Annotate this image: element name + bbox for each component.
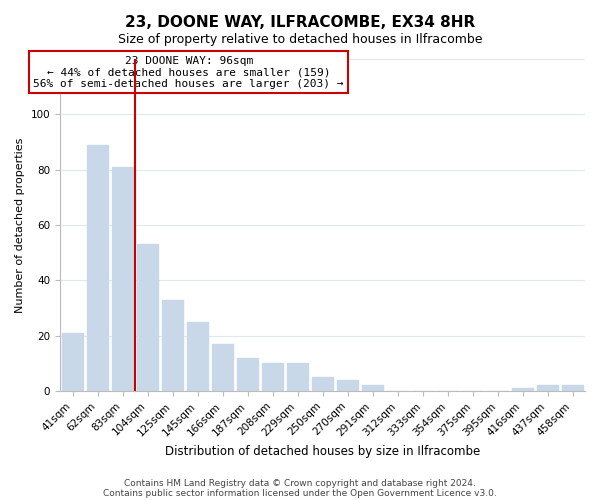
Text: Size of property relative to detached houses in Ilfracombe: Size of property relative to detached ho… xyxy=(118,32,482,46)
Bar xyxy=(312,377,333,391)
Bar xyxy=(237,358,258,391)
Bar xyxy=(562,386,583,391)
Bar xyxy=(187,322,208,391)
Bar xyxy=(537,386,558,391)
Bar xyxy=(287,364,308,391)
Bar xyxy=(137,244,158,391)
Bar xyxy=(337,380,358,391)
Text: Contains HM Land Registry data © Crown copyright and database right 2024.: Contains HM Land Registry data © Crown c… xyxy=(124,478,476,488)
Bar xyxy=(162,300,183,391)
Y-axis label: Number of detached properties: Number of detached properties xyxy=(15,138,25,312)
Bar xyxy=(62,333,83,391)
Text: 23 DOONE WAY: 96sqm
← 44% of detached houses are smaller (159)
56% of semi-detac: 23 DOONE WAY: 96sqm ← 44% of detached ho… xyxy=(34,56,344,89)
Text: Contains public sector information licensed under the Open Government Licence v3: Contains public sector information licen… xyxy=(103,488,497,498)
Bar xyxy=(362,386,383,391)
Bar xyxy=(262,364,283,391)
Bar xyxy=(512,388,533,391)
Bar xyxy=(112,167,133,391)
Bar xyxy=(212,344,233,391)
Text: 23, DOONE WAY, ILFRACOMBE, EX34 8HR: 23, DOONE WAY, ILFRACOMBE, EX34 8HR xyxy=(125,15,475,30)
Bar xyxy=(87,145,108,391)
X-axis label: Distribution of detached houses by size in Ilfracombe: Distribution of detached houses by size … xyxy=(165,444,480,458)
